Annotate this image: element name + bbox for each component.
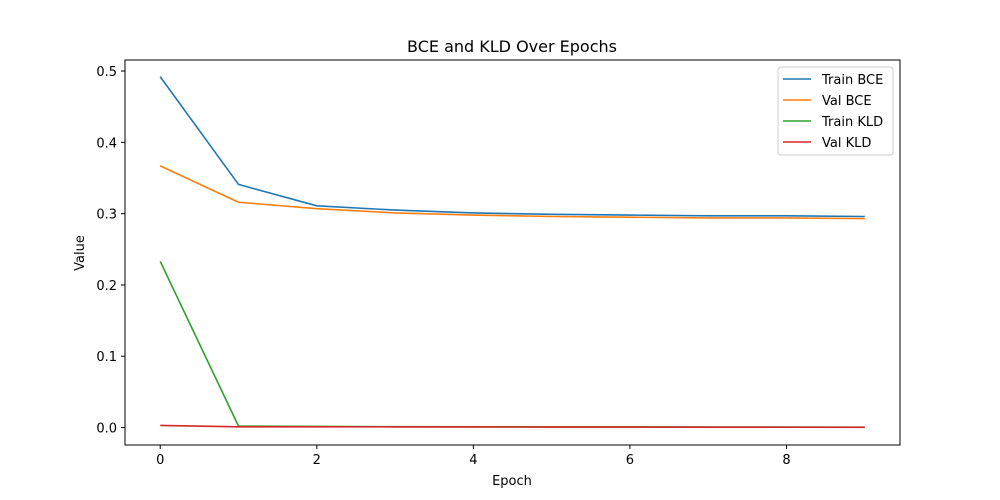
y-tick-label: 0.0 [96, 422, 117, 437]
y-tick-label: 0.2 [96, 279, 117, 294]
x-tick-label: 2 [313, 453, 321, 468]
y-tick-label: 0.3 [96, 208, 117, 223]
chart-title: BCE and KLD Over Epochs [407, 37, 617, 56]
x-axis-label: Epoch [492, 474, 532, 489]
series-line-train-bce [159, 76, 865, 218]
x-tick-label: 0 [156, 453, 164, 468]
legend-label: Val BCE [822, 94, 872, 109]
y-tick-label: 0.5 [96, 65, 117, 80]
series-line-val-kld [160, 424, 865, 429]
series-line-train-kld [159, 261, 865, 428]
legend-label: Val KLD [822, 136, 871, 151]
x-tick-label: 6 [626, 453, 634, 468]
x-tick-label: 8 [782, 453, 790, 468]
legend-box [777, 66, 894, 156]
series-line-val-bce [159, 165, 865, 220]
y-tick-label: 0.4 [96, 136, 117, 151]
x-axis: 0 2 4 6 8 [156, 445, 791, 468]
axes-frame [124, 59, 901, 446]
legend-label: Train KLD [821, 115, 883, 130]
y-axis: 0.0 0.1 0.2 0.3 0.4 0.5 [96, 65, 125, 437]
y-axis-label: Value [73, 235, 88, 271]
y-tick-label: 0.1 [96, 350, 117, 365]
x-tick-label: 4 [469, 453, 477, 468]
legend-label: Train BCE [821, 73, 883, 88]
legend: Train BCE Val BCE Train KLD Val KLD [777, 66, 894, 156]
plot-area [159, 76, 865, 429]
